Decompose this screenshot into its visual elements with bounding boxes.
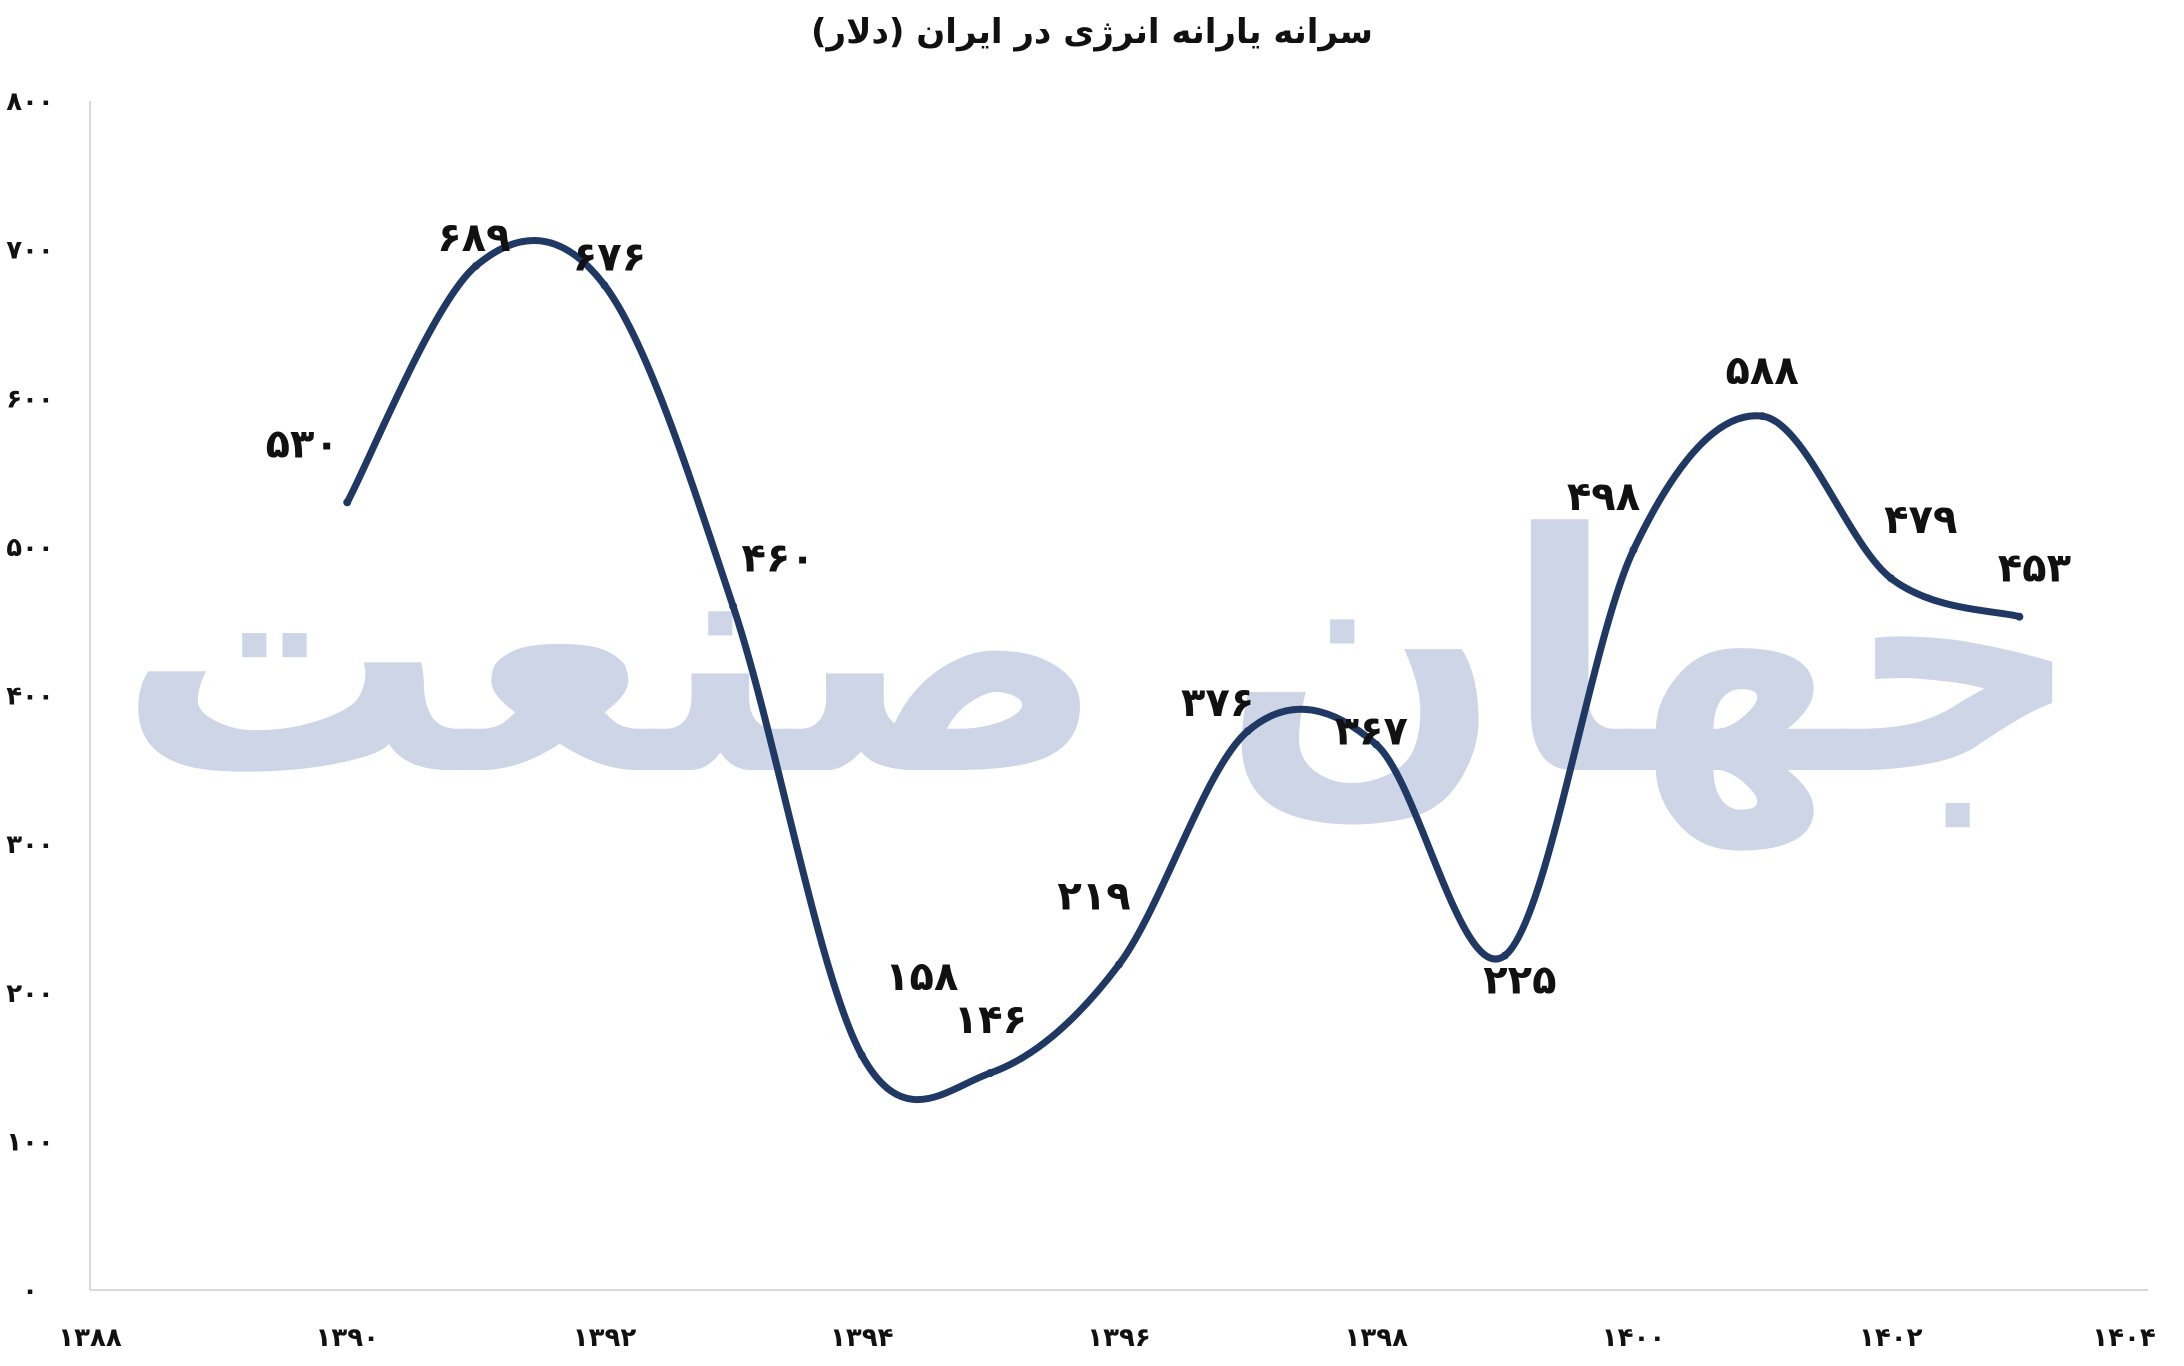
data-label: ۱۵۸ [885, 954, 958, 1000]
y-tick-label: ۳۰۰ [6, 830, 54, 860]
data-label: ۱۴۶ [954, 997, 1027, 1043]
data-point [1243, 727, 1252, 736]
y-tick-label: ۰ [22, 1276, 38, 1306]
chart-title: سرانه یارانه انرژی در ایران (دلار) [811, 12, 1373, 52]
data-point [1115, 960, 1123, 969]
data-label: ۴۵۳ [1998, 546, 2071, 592]
data-label: ۴۶۰ [742, 535, 815, 581]
data-point [986, 1069, 995, 1078]
data-label: ۴۷۹ [1884, 497, 1957, 543]
data-point [1886, 574, 1895, 583]
data-point [600, 281, 609, 290]
data-point [343, 498, 352, 507]
data-point [471, 261, 480, 270]
x-tick-label: ۱۴۰۴ [2092, 1323, 2155, 1353]
y-tick-label: ۱۰۰ [6, 1127, 54, 1157]
y-tick-label: ۵۰۰ [6, 533, 54, 563]
y-tick-label: ۴۰۰ [6, 682, 54, 712]
y-tick-label: ۶۰۰ [6, 384, 54, 414]
x-tick-label: ۱۴۰۲ [1859, 1323, 1923, 1353]
data-label: ۴۹۸ [1567, 474, 1640, 520]
data-point [857, 1051, 866, 1060]
watermark-text: جهان صنعت [117, 464, 2082, 853]
data-label: ۳۷۶ [1181, 680, 1254, 726]
y-tick-label: ۸۰۰ [6, 87, 54, 117]
x-tick-label: ۱۴۰۰ [1602, 1323, 1665, 1353]
data-point [1758, 412, 1767, 421]
data-point [2015, 612, 2024, 621]
x-tick-label: ۱۳۸۸ [58, 1323, 122, 1353]
x-tick-label: ۱۳۹۰ [316, 1323, 379, 1353]
x-tick-label: ۱۳۹۴ [830, 1323, 893, 1353]
data-label: ۲۱۹ [1057, 874, 1130, 920]
data-label: ۲۲۵ [1483, 958, 1556, 1004]
data-label: ۵۳۰ [266, 421, 339, 467]
data-label: ۳۶۷ [1335, 709, 1408, 755]
data-label: ۶۷۶ [573, 234, 646, 280]
data-point [1629, 545, 1638, 554]
data-point [1372, 740, 1381, 749]
y-tick-label: ۷۰۰ [6, 236, 54, 266]
series-line [343, 237, 2023, 1103]
data-label: ۵۸۸ [1726, 348, 1799, 394]
x-tick-label: ۱۳۹۸ [1345, 1323, 1409, 1353]
data-point [1500, 951, 1509, 960]
x-tick-label: ۱۳۹۶ [1087, 1323, 1150, 1353]
x-tick-label: ۱۳۹۲ [573, 1323, 637, 1353]
data-label: ۶۸۹ [437, 215, 510, 261]
y-tick-label: ۲۰۰ [6, 979, 54, 1009]
data-point [729, 602, 738, 611]
